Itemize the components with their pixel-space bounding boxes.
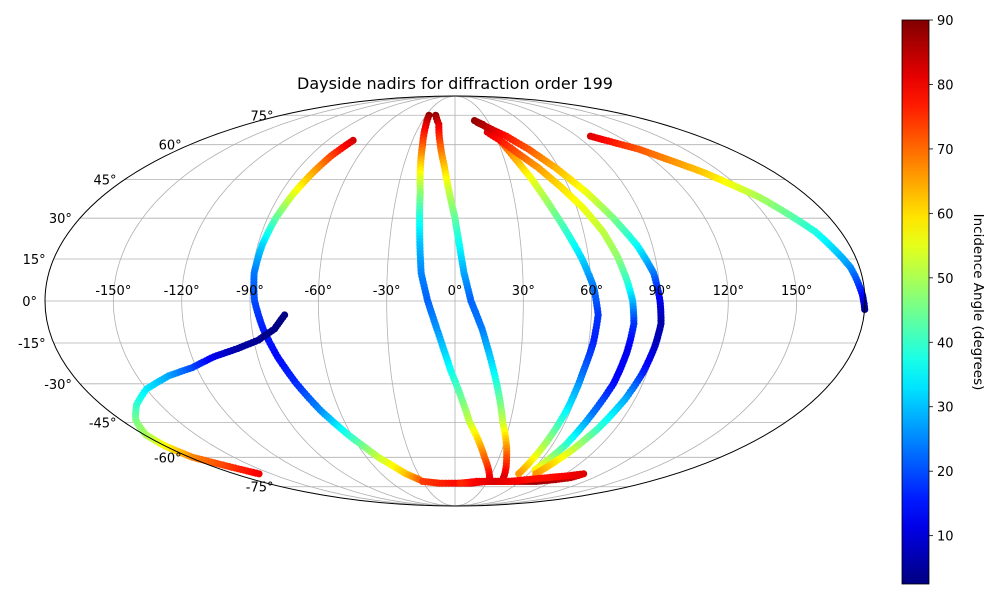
graticule-grid [45,95,865,507]
y-tick-label: -75° [246,481,274,496]
x-tick-label: -150° [95,284,131,299]
scatter-series [432,111,511,482]
x-tick-label: -90° [236,284,264,299]
x-tick-label: 150° [781,284,812,299]
colorbar-tick-label: 90 [937,14,954,29]
colorbar-tick-label: 80 [937,78,954,93]
colorbar-tick-label: 10 [937,530,954,545]
colorbar-tick-label: 60 [937,207,954,222]
scatter-series [470,117,602,478]
y-tick-label: -30° [44,378,72,393]
x-tick-label: -120° [164,284,200,299]
colorbar-tick-label: 20 [937,465,954,480]
y-tick-label: 60° [159,139,182,154]
scatter-series [483,128,638,474]
colorbar-ticks: 10 20 30 40 50 60 70 80 90 [929,14,954,545]
data-point [515,470,523,478]
map-boundary [44,95,866,507]
x-tick-label: 0° [448,284,463,299]
x-tick-label: 90° [648,284,671,299]
scatter-series [250,136,423,484]
y-tick-label: -15° [18,337,46,352]
colorbar: 10 20 30 40 50 60 70 80 90 Incidence Angle (degr… [901,14,986,585]
x-tick-label: 60° [580,284,603,299]
x-tick-label: 120° [713,284,744,299]
y-tick-label: -45° [89,416,117,431]
x-tick-label: 30° [512,284,535,299]
y-tick-label: 45° [94,174,117,189]
scatter-series [419,470,588,487]
axis-tick-labels: -150° -120° -90° -60° -30° 0° 30° 60° 90° 120° 150… [18,109,812,495]
colorbar-tick-label: 50 [937,272,954,287]
scatter-series [416,111,494,482]
colorbar-gradient [901,19,930,585]
x-tick-label: -60° [304,284,332,299]
colorbar-label: Incidence Angle (degrees) [970,214,986,391]
data-point [281,311,289,319]
y-tick-label: 75° [250,109,273,124]
scatter-series [473,118,665,478]
y-tick-label: 15° [23,253,46,268]
data-point [456,479,464,487]
colorbar-tick-label: 70 [937,143,954,158]
colorbar-tick-label: 30 [937,401,954,416]
chart-title: Dayside nadirs for diffraction order 199 [297,74,613,93]
y-tick-label: 0° [22,295,37,310]
x-tick-label: -30° [373,284,401,299]
y-tick-label: -60° [154,451,182,466]
colorbar-tick-label: 40 [937,336,954,351]
scatter-series [132,311,289,478]
scatter-points [132,111,869,487]
y-tick-label: 30° [49,212,72,227]
